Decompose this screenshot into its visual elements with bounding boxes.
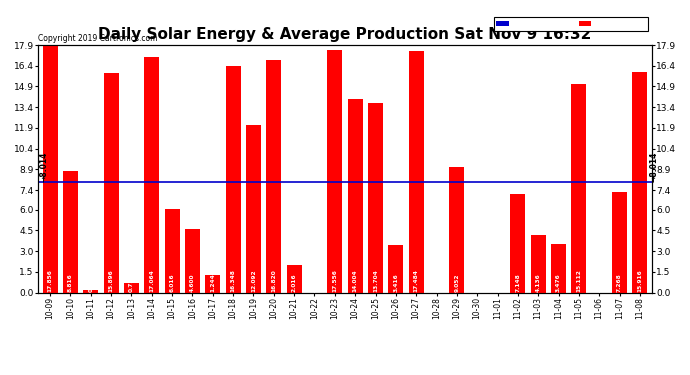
Text: 17.064: 17.064 bbox=[149, 269, 155, 292]
Title: Daily Solar Energy & Average Production Sat Nov 9 16:32: Daily Solar Energy & Average Production … bbox=[98, 27, 592, 42]
Text: →8.014: →8.014 bbox=[650, 152, 659, 182]
Bar bbox=[246, 125, 261, 292]
Bar bbox=[368, 103, 383, 292]
Text: 9.052: 9.052 bbox=[454, 273, 460, 292]
Bar bbox=[63, 171, 78, 292]
Text: 0.172: 0.172 bbox=[88, 273, 93, 292]
Text: Copyright 2019 Cartronics.com: Copyright 2019 Cartronics.com bbox=[38, 33, 157, 42]
Bar bbox=[83, 290, 99, 292]
Text: 2.016: 2.016 bbox=[292, 273, 297, 292]
Text: 4.600: 4.600 bbox=[190, 273, 195, 292]
Text: 15.112: 15.112 bbox=[576, 269, 582, 292]
Bar bbox=[266, 60, 282, 292]
Text: 16.820: 16.820 bbox=[271, 269, 276, 292]
Legend: Average  (kWh), Daily  (kWh): Average (kWh), Daily (kWh) bbox=[494, 17, 648, 31]
Bar bbox=[286, 265, 302, 292]
Bar bbox=[551, 244, 566, 292]
Bar bbox=[185, 229, 200, 292]
Bar bbox=[124, 282, 139, 292]
Text: 6.016: 6.016 bbox=[170, 273, 175, 292]
Text: 1.244: 1.244 bbox=[210, 273, 215, 292]
Bar bbox=[510, 194, 526, 292]
Bar bbox=[531, 235, 546, 292]
Text: 16.348: 16.348 bbox=[230, 269, 236, 292]
Text: 8.816: 8.816 bbox=[68, 273, 73, 292]
Bar bbox=[327, 50, 342, 292]
Bar bbox=[388, 245, 404, 292]
Text: 15.916: 15.916 bbox=[638, 269, 642, 292]
Text: 15.896: 15.896 bbox=[108, 269, 114, 292]
Bar bbox=[449, 167, 464, 292]
Text: 17.556: 17.556 bbox=[333, 269, 337, 292]
Bar bbox=[571, 84, 586, 292]
Bar bbox=[612, 192, 627, 292]
Text: 3.476: 3.476 bbox=[556, 273, 561, 292]
Bar bbox=[104, 73, 119, 292]
Text: 7.148: 7.148 bbox=[515, 273, 520, 292]
Text: 17.856: 17.856 bbox=[48, 269, 52, 292]
Text: 12.092: 12.092 bbox=[251, 269, 256, 292]
Bar bbox=[408, 51, 424, 292]
Text: →8.014: →8.014 bbox=[40, 152, 49, 182]
Bar bbox=[348, 99, 363, 292]
Text: 4.136: 4.136 bbox=[535, 273, 541, 292]
Bar bbox=[43, 46, 58, 292]
Text: 17.484: 17.484 bbox=[414, 269, 419, 292]
Bar bbox=[226, 66, 241, 292]
Bar bbox=[164, 209, 180, 292]
Text: 3.416: 3.416 bbox=[393, 273, 398, 292]
Bar bbox=[632, 72, 647, 292]
Bar bbox=[144, 57, 159, 292]
Text: 7.268: 7.268 bbox=[617, 273, 622, 292]
Text: 13.704: 13.704 bbox=[373, 269, 378, 292]
Bar bbox=[205, 275, 220, 292]
Text: 0.720: 0.720 bbox=[129, 273, 134, 292]
Text: 14.004: 14.004 bbox=[353, 269, 357, 292]
